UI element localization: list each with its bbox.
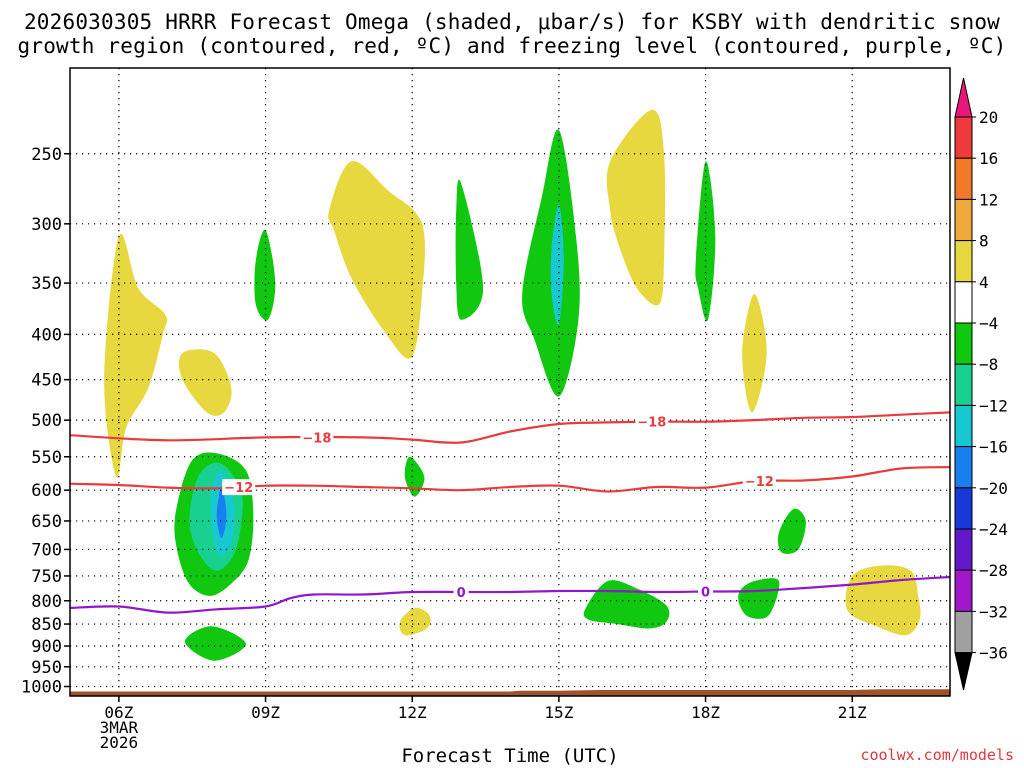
dgz-minus12-contour bbox=[69, 466, 951, 493]
colorbar-top-arrow bbox=[954, 77, 973, 118]
omega-region-pos4 bbox=[104, 233, 168, 479]
dgz-minus12-label: −12 bbox=[745, 475, 774, 490]
colorbar-label: 8 bbox=[979, 232, 989, 251]
colorbar-label: −4 bbox=[979, 314, 998, 333]
plot-frame bbox=[69, 67, 951, 697]
colorbar-label: 4 bbox=[979, 273, 989, 292]
y-tick-label: 250 bbox=[31, 145, 62, 165]
colorbar-label: −8 bbox=[979, 355, 998, 374]
x-tick-label: 12Z bbox=[398, 703, 427, 722]
colorbar-label: −24 bbox=[979, 520, 1008, 539]
omega-region-neg4 bbox=[404, 456, 425, 497]
colorbar-bottom-arrow bbox=[954, 652, 973, 691]
terrain-surface bbox=[70, 689, 950, 696]
colorbar-swatch bbox=[954, 198, 973, 242]
y-tick-label: 1000 bbox=[21, 678, 62, 698]
colorbar-swatch bbox=[954, 240, 973, 283]
y-tick-label: 700 bbox=[31, 540, 62, 560]
omega-region-pos4 bbox=[328, 161, 425, 359]
omega-region-neg4 bbox=[455, 179, 484, 320]
colorbar-swatch bbox=[954, 322, 973, 365]
y-tick-label: 800 bbox=[31, 592, 62, 612]
dgz-minus18-label: −18 bbox=[302, 431, 331, 446]
y-tick-label: 400 bbox=[31, 325, 62, 345]
x-axis-label: Forecast Time (UTC) bbox=[401, 745, 619, 767]
x-tick-label: 21Z bbox=[838, 703, 867, 722]
omega-region-neg4 bbox=[738, 578, 780, 619]
y-tick-label: 350 bbox=[31, 274, 62, 294]
y-tick-label: 600 bbox=[31, 481, 62, 501]
dgz-minus12-label: −12 bbox=[224, 481, 253, 496]
colorbar-label: 12 bbox=[979, 190, 998, 209]
omega-region-pos4 bbox=[606, 109, 666, 306]
colorbar-swatch bbox=[954, 569, 973, 612]
x-tick-label: 3MAR bbox=[100, 718, 139, 737]
colorbar-label: −12 bbox=[979, 396, 1008, 415]
y-tick-label: 900 bbox=[31, 637, 62, 657]
contour-label-bg bbox=[698, 583, 714, 600]
chart-title-line-1: 2026030305 HRRR Forecast Omega (shaded, … bbox=[23, 10, 1001, 34]
contour-label-bg bbox=[453, 584, 469, 601]
omega-region-neg4 bbox=[695, 161, 716, 322]
y-tick-label: 500 bbox=[31, 411, 62, 431]
x-tick-label: 06Z bbox=[104, 703, 133, 722]
colorbar-swatch bbox=[954, 404, 973, 448]
x-tick-label: 2026 bbox=[100, 733, 139, 752]
omega-region-neg4 bbox=[583, 580, 670, 629]
omega-region-neg16 bbox=[216, 487, 227, 539]
colorbar-label: −28 bbox=[979, 561, 1008, 580]
y-tick-label: 750 bbox=[31, 567, 62, 587]
x-tick-label: 09Z bbox=[251, 703, 280, 722]
chart-title-line-2: growth region (contoured, red, ºC) and f… bbox=[17, 34, 1007, 58]
y-tick-label: 950 bbox=[31, 658, 62, 678]
omega-region-pos4 bbox=[399, 607, 431, 636]
colorbar-swatch bbox=[954, 363, 973, 406]
dgz-minus18-label: −18 bbox=[637, 416, 666, 431]
omega-region-neg4 bbox=[777, 508, 806, 554]
colorbar-swatch bbox=[954, 281, 973, 324]
contour-label-bg bbox=[635, 413, 669, 430]
y-tick-label: 300 bbox=[31, 215, 62, 235]
colorbar-label: 20 bbox=[979, 108, 998, 127]
y-tick-label: 450 bbox=[31, 371, 62, 391]
contour-label-bg bbox=[300, 429, 334, 446]
freezing-level-label: 0 bbox=[457, 586, 466, 601]
freezing-level-label: 0 bbox=[701, 586, 710, 601]
y-tick-label: 650 bbox=[31, 512, 62, 532]
omega-region-neg12 bbox=[550, 204, 564, 326]
dgz-minus18-contour bbox=[69, 411, 951, 444]
colorbar-swatch bbox=[954, 446, 973, 489]
omega-region-pos4 bbox=[742, 293, 767, 413]
omega-region-neg4 bbox=[184, 626, 247, 661]
y-tick-label: 550 bbox=[31, 448, 62, 468]
site-credit: coolwx.com/models bbox=[860, 746, 1014, 764]
contour-label-bg bbox=[742, 473, 776, 490]
x-tick-label: 15Z bbox=[544, 703, 573, 722]
colorbar-label: −20 bbox=[979, 479, 1008, 498]
colorbar-label: −32 bbox=[979, 602, 1008, 621]
y-tick-label: 850 bbox=[31, 615, 62, 635]
colorbar-swatch bbox=[954, 528, 973, 571]
colorbar-label: −36 bbox=[979, 644, 1008, 663]
colorbar-swatch bbox=[954, 610, 973, 654]
colorbar-swatch bbox=[954, 157, 973, 200]
colorbar-swatch bbox=[954, 487, 973, 530]
omega-region-neg4 bbox=[254, 229, 276, 321]
x-tick-label: 18Z bbox=[691, 703, 720, 722]
freezing-level-contour bbox=[69, 575, 951, 614]
colorbar-label: −16 bbox=[979, 438, 1008, 457]
omega-region-pos4 bbox=[178, 349, 232, 416]
contour-label-bg bbox=[222, 479, 256, 496]
colorbar-label: 16 bbox=[979, 149, 998, 168]
colorbar-swatch bbox=[954, 116, 973, 159]
